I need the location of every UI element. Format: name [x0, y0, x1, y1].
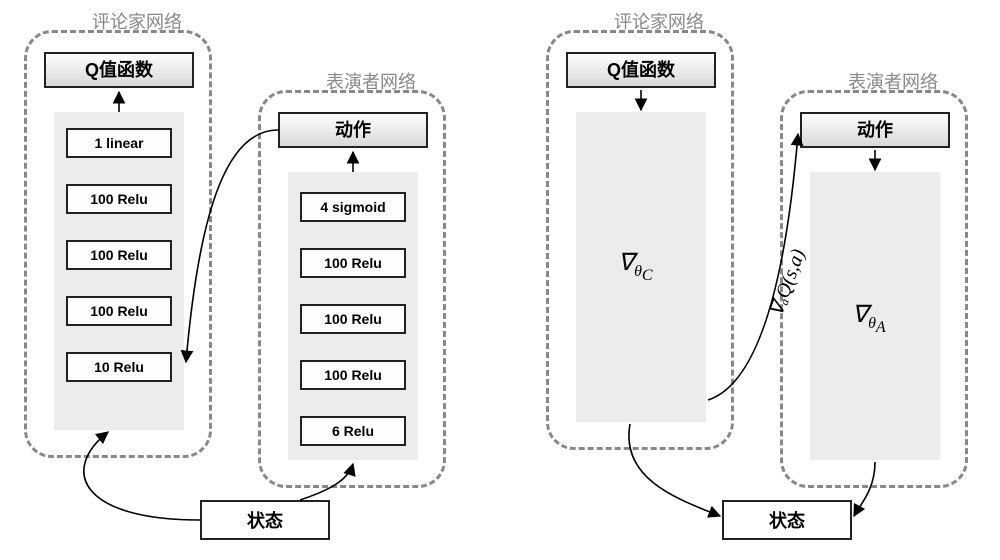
actor-layer: 4 sigmoid — [300, 192, 406, 222]
critic-layer: 10 Relu — [66, 352, 172, 382]
left-critic-gray — [54, 112, 184, 430]
left-state-box: 状态 — [200, 500, 330, 540]
right-state-box: 状态 — [722, 500, 852, 540]
critic-layer: 100 Relu — [66, 184, 172, 214]
left-actor-head: 动作 — [278, 112, 428, 148]
actor-layer: 100 Relu — [300, 304, 406, 334]
left-critic-head: Q值函数 — [44, 52, 194, 88]
right-critic-head: Q值函数 — [566, 52, 716, 88]
grad-theta-a: ∇θA — [852, 300, 886, 337]
actor-layer: 100 Relu — [300, 360, 406, 390]
critic-layer: 100 Relu — [66, 240, 172, 270]
actor-layer: 6 Relu — [300, 416, 406, 446]
actor-layer: 100 Relu — [300, 248, 406, 278]
grad-theta-c: ∇θC — [618, 248, 653, 285]
critic-layer: 100 Relu — [66, 296, 172, 326]
diagram-canvas: 评论家网络 Q值函数 1 linear 100 Relu 100 Relu 10… — [0, 0, 1000, 560]
right-actor-head: 动作 — [800, 112, 950, 148]
critic-layer: 1 linear — [66, 128, 172, 158]
